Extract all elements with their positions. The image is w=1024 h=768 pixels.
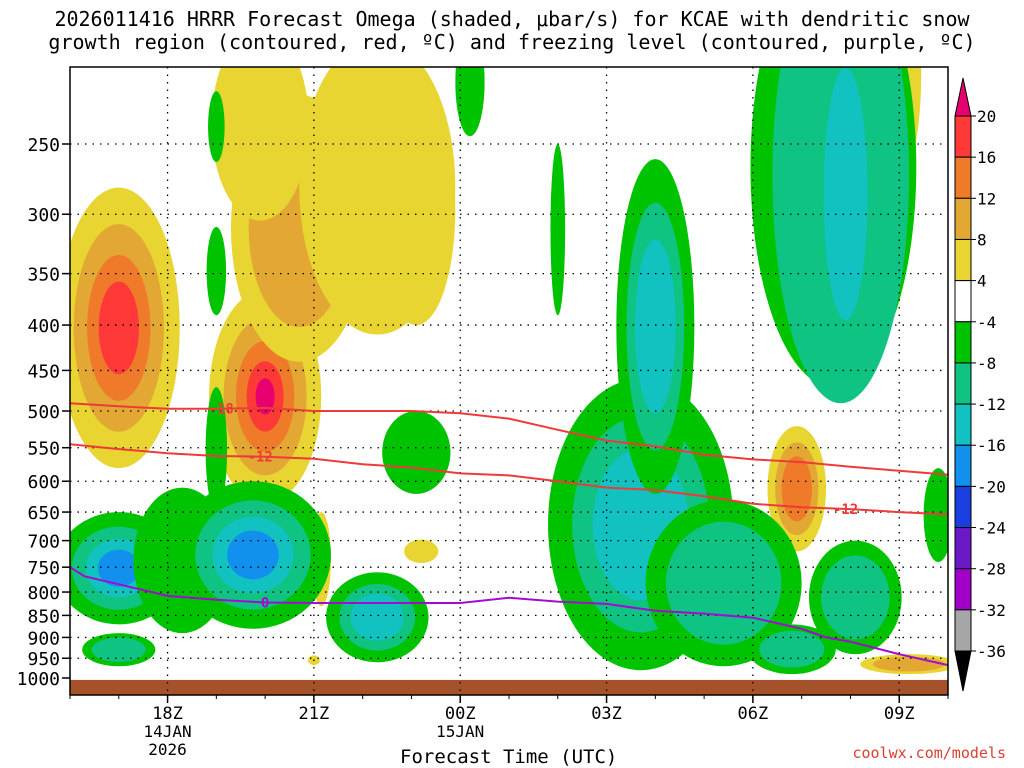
y-tick-label-350: 350 — [27, 265, 60, 286]
y-tick-label-550: 550 — [27, 439, 60, 460]
omega-region-1-level-4 — [255, 378, 275, 415]
y-tick-label-450: 450 — [27, 361, 60, 382]
x-tick-label-00Z: 00Z — [445, 704, 476, 724]
omega-region-31-level-0 — [823, 67, 868, 321]
omega-region-23-level-0 — [550, 144, 566, 316]
x-tick-year-2026: 2026 — [148, 740, 187, 759]
omega-region-12-level-1 — [872, 656, 946, 672]
contour-line-0 — [70, 566, 948, 667]
title-line-2: growth region (contoured, red, ºC) and f… — [48, 30, 976, 54]
omega-region-21-level-0 — [206, 226, 227, 316]
colorbar-swatch-0 — [954, 115, 972, 158]
colorbar-swatch-3 — [954, 238, 972, 282]
omega-region-18-level-2 — [350, 593, 404, 641]
colorbar-bottom-arrow — [954, 650, 972, 692]
colorbar-label--12: -12 — [977, 395, 1006, 414]
colorbar-label--8: -8 — [977, 354, 996, 373]
colorbar-label-16: 16 — [977, 148, 996, 167]
omega-region-17-level-1 — [91, 637, 146, 662]
colorbar-swatch-1 — [954, 156, 972, 199]
x-tick-label-21Z: 21Z — [299, 704, 330, 724]
omega-region-0-level-3 — [98, 281, 139, 375]
contour-label--12: -12 — [833, 502, 858, 518]
y-tick-label-800: 800 — [27, 583, 60, 604]
omega-region-16-level-0 — [205, 387, 228, 513]
y-tick-label-750: 750 — [27, 558, 60, 579]
x-tick-label-03Z: 03Z — [591, 704, 622, 724]
omega-region-25-level-2 — [635, 239, 676, 414]
omega-region-3-level-0 — [211, 67, 309, 221]
colorbar-label--16: -16 — [977, 436, 1006, 455]
colorbar-label-4: 4 — [977, 272, 987, 291]
contour-line--12 — [70, 443, 948, 516]
colorbar-swatch-12 — [954, 609, 972, 652]
contour-label--18: -18 — [209, 402, 234, 418]
x-tick-date-15JAN: 15JAN — [436, 722, 484, 741]
colorbar-label--32: -32 — [977, 601, 1006, 620]
colorbar-label--28: -28 — [977, 560, 1006, 579]
y-tick-label-650: 650 — [27, 503, 60, 524]
omega-region-20-level-0 — [208, 91, 225, 163]
colorbar-swatch-10 — [954, 527, 972, 570]
omega-region-15-level-3 — [227, 530, 279, 580]
x-tick-date-14JAN: 14JAN — [143, 722, 191, 741]
y-tick-label-1000: 1000 — [17, 669, 60, 690]
colorbar-label-12: 12 — [977, 189, 996, 208]
y-tick-label-300: 300 — [27, 205, 60, 226]
colorbar-swatch-11 — [954, 568, 972, 611]
colorbar-swatch-7 — [954, 403, 972, 446]
y-axis: 2503003504004505005506006507007508008509… — [17, 135, 70, 690]
ground-layer — [70, 679, 948, 695]
x-axis-label: Forecast Time (UTC) — [400, 746, 618, 768]
y-tick-label-400: 400 — [27, 316, 60, 337]
x-tick-label-06Z: 06Z — [738, 704, 769, 724]
omega-region-22-level-0 — [455, 67, 485, 137]
colorbar-swatch-6 — [954, 362, 972, 405]
colorbar-swatch-9 — [954, 485, 972, 529]
contour-line--18 — [70, 402, 948, 476]
colorbar-swatch-8 — [954, 444, 972, 487]
omega-region-5-level-0 — [377, 94, 456, 326]
omega-region-28-level-1 — [759, 630, 825, 668]
y-tick-label-950: 950 — [27, 649, 60, 670]
credit-text: coolwx.com/models — [852, 744, 1006, 762]
omega-region-27-level-1 — [821, 555, 890, 640]
x-tick-label-09Z: 09Z — [884, 704, 915, 724]
colorbar: 20 16 12 8 4 -4 -8 -12 -16 -20 -24 -28 -32 -36 — [954, 77, 1006, 692]
x-tick-label-18Z: 18Z — [152, 704, 183, 724]
colorbar-label--20: -20 — [977, 477, 1006, 496]
omega-region-19-level-0 — [382, 411, 451, 494]
y-tick-label-900: 900 — [27, 628, 60, 649]
colorbar-label-8: 8 — [977, 230, 987, 249]
colorbar-label--36: -36 — [977, 642, 1006, 661]
omega-region-8-level-2 — [781, 456, 813, 522]
colorbar-swatch-5 — [954, 321, 972, 364]
chart-title: 2026011416 HRRR Forecast Omega (shaded, … — [0, 8, 1024, 54]
colorbar-top-arrow — [954, 77, 972, 117]
title-line-1: 2026011416 HRRR Forecast Omega (shaded, … — [54, 7, 970, 31]
contour-label--12: -12 — [248, 450, 273, 466]
omega-region-32-level-0 — [923, 468, 948, 563]
y-tick-label-600: 600 — [27, 472, 60, 493]
colorbar-label--4: -4 — [977, 313, 996, 332]
y-tick-label-700: 700 — [27, 532, 60, 553]
colorbar-label--24: -24 — [977, 519, 1006, 538]
colorbar-label-20: 20 — [977, 107, 996, 126]
contour-lines: -18 -12 -12 0 — [70, 402, 948, 667]
ground-strip — [70, 679, 948, 695]
contour-label-0: 0 — [261, 595, 269, 611]
colorbar-swatch-2 — [954, 197, 972, 240]
y-tick-label-850: 850 — [27, 606, 60, 627]
colorbar-swatch-4 — [954, 280, 972, 323]
omega-shading — [70, 67, 948, 675]
omega-region-13-level-3 — [97, 549, 140, 587]
y-tick-label-250: 250 — [27, 135, 60, 156]
y-tick-label-500: 500 — [27, 402, 60, 423]
omega-region-10-level-0 — [404, 539, 439, 564]
